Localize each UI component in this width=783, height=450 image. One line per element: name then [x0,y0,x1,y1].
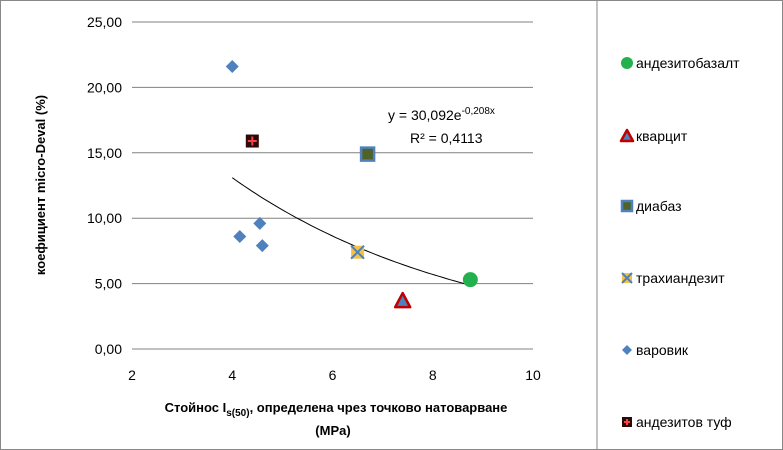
legend-label: андезитов туф [636,414,732,430]
trendline-r2: R² = 0,4113 [410,130,483,146]
legend-item: кварцит [619,128,688,144]
data-point [255,239,269,253]
legend-marker [620,199,634,213]
y-tick-label: 10,00 [87,210,122,226]
data-point [359,146,376,162]
legend-item: трахиандезит [621,270,725,286]
x-tick-label: 4 [228,367,236,383]
y-tick-label: 20,00 [87,79,122,95]
legend-label: варовик [636,342,689,358]
x-tick-label: 8 [429,367,437,383]
legend-item: диабаз [620,198,682,214]
data-point [233,230,247,244]
legend-marker [619,128,635,143]
trendline-equation: y = 30,092e-0,208x [388,106,495,123]
y-tick-label: 5,00 [95,276,122,292]
legend-item: андезитов туф [622,414,732,430]
legend: андезитобазалт кварцит диабаз трахиандезит в… [619,55,740,430]
legend-label: трахиандезит [636,270,725,286]
data-point [245,134,259,148]
y-tick-label: 15,00 [87,145,122,161]
data-point [393,291,412,309]
x-axis-ticks: 2 4 6 8 10 [128,367,541,383]
y-axis-ticks: 0,00 5,00 10,00 15,00 20,00 25,00 [87,14,122,357]
data-point [462,272,478,288]
legend-marker [622,417,632,427]
data-point [253,216,267,230]
data-point [225,59,239,73]
data-point [350,245,365,260]
x-tick-label: 10 [525,367,541,383]
trendline [232,177,471,286]
legend-label: кварцит [636,128,688,144]
y-tick-label: 25,00 [87,14,122,30]
x-tick-label: 6 [329,367,337,383]
x-axis-title: Стойнос Is(50), определена чрез точково … [165,400,508,419]
y-tick-label: 0,00 [95,341,122,357]
legend-marker [621,272,633,284]
x-tick-label: 2 [128,367,136,383]
x-axis-title-unit: (MPa) [315,423,350,438]
data-markers [225,59,478,309]
legend-label: андезитобазалт [636,55,740,71]
legend-marker [622,345,632,355]
y-axis-title: коефициент micro-Deval (%) [33,95,48,275]
legend-item: варовик [622,342,689,358]
legend-item: андезитобазалт [621,55,740,71]
legend-label: диабаз [636,198,682,214]
legend-marker [621,57,633,69]
